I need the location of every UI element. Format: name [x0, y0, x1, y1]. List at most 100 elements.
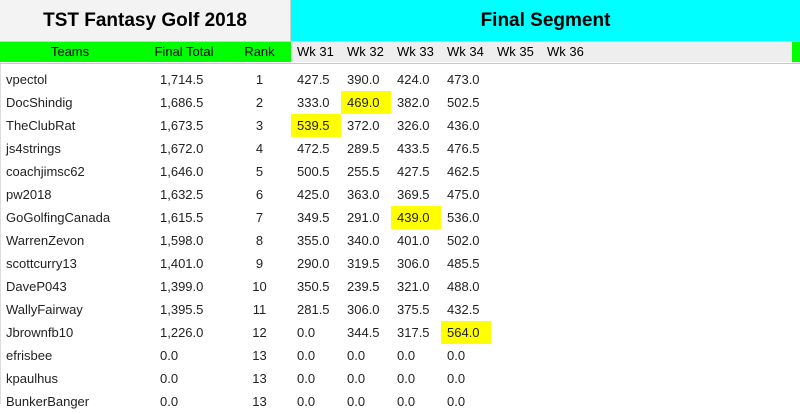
- final-total-cell[interactable]: 1,395.5: [160, 302, 204, 317]
- final-total-cell[interactable]: 1,598.0: [160, 233, 204, 248]
- week-score-cell[interactable]: 349.5: [297, 210, 330, 225]
- sheet-title[interactable]: TST Fantasy Golf 2018: [0, 0, 291, 42]
- rank-cell[interactable]: 11: [252, 302, 267, 317]
- week-score-cell[interactable]: 0.0: [347, 394, 366, 409]
- week-score-cell[interactable]: 375.5: [397, 302, 430, 317]
- week-score-cell[interactable]: 291.0: [347, 210, 380, 225]
- final-total-cell[interactable]: 1,226.0: [160, 325, 204, 340]
- final-total-cell[interactable]: 0.0: [160, 348, 179, 363]
- week-score-cell[interactable]: 333.0: [297, 95, 330, 110]
- week-score-cell[interactable]: 502.0: [447, 233, 480, 248]
- week-score-cell[interactable]: 0.0: [447, 371, 466, 386]
- team-name-cell[interactable]: scottcurry13: [6, 256, 77, 271]
- final-total-cell[interactable]: 0.0: [160, 394, 179, 409]
- team-name-cell[interactable]: DocShindig: [6, 95, 73, 110]
- team-name-cell[interactable]: coachjimsc62: [6, 164, 85, 179]
- week-score-cell[interactable]: 355.0: [297, 233, 330, 248]
- week-score-cell[interactable]: 502.5: [447, 95, 480, 110]
- week-score-cell[interactable]: 239.5: [347, 279, 380, 294]
- rank-cell[interactable]: 8: [255, 233, 264, 248]
- rank-cell[interactable]: 12: [252, 325, 267, 340]
- final-total-cell[interactable]: 1,615.5: [160, 210, 204, 225]
- header-teams[interactable]: Teams: [0, 42, 140, 62]
- rank-cell[interactable]: 3: [255, 118, 264, 133]
- rank-cell[interactable]: 4: [255, 141, 264, 156]
- team-name-cell[interactable]: vpectol: [6, 72, 48, 87]
- week-score-cell[interactable]: 390.0: [347, 72, 380, 87]
- highlighted-week-score-cell[interactable]: 539.5: [291, 114, 341, 137]
- week-score-cell[interactable]: 0.0: [447, 348, 466, 363]
- team-name-cell[interactable]: GoGolfingCanada: [6, 210, 111, 225]
- week-score-cell[interactable]: 425.0: [297, 187, 330, 202]
- week-score-cell[interactable]: 476.5: [447, 141, 480, 156]
- week-score-cell[interactable]: 0.0: [297, 325, 316, 340]
- week-score-cell[interactable]: 326.0: [397, 118, 430, 133]
- week-score-cell[interactable]: 488.0: [447, 279, 480, 294]
- rank-cell[interactable]: 6: [255, 187, 264, 202]
- final-total-cell[interactable]: 1,401.0: [160, 256, 204, 271]
- week-score-cell[interactable]: 424.0: [397, 72, 430, 87]
- team-name-cell[interactable]: WallyFairway: [6, 302, 83, 317]
- week-score-cell[interactable]: 462.5: [447, 164, 480, 179]
- week-score-cell[interactable]: 536.0: [447, 210, 480, 225]
- team-name-cell[interactable]: efrisbee: [6, 348, 53, 363]
- week-score-cell[interactable]: 290.0: [297, 256, 330, 271]
- final-total-cell[interactable]: 1,399.0: [160, 279, 204, 294]
- week-score-cell[interactable]: 0.0: [297, 371, 316, 386]
- week-score-cell[interactable]: 306.0: [397, 256, 430, 271]
- week-score-cell[interactable]: 306.0: [347, 302, 380, 317]
- rank-cell[interactable]: 10: [252, 279, 267, 294]
- week-score-cell[interactable]: 382.0: [397, 95, 430, 110]
- week-score-cell[interactable]: 344.5: [347, 325, 380, 340]
- week-score-cell[interactable]: 363.0: [347, 187, 380, 202]
- week-score-cell[interactable]: 340.0: [347, 233, 380, 248]
- week-score-cell[interactable]: 350.5: [297, 279, 330, 294]
- week-score-cell[interactable]: 281.5: [297, 302, 330, 317]
- week-score-cell[interactable]: 475.0: [447, 187, 480, 202]
- final-total-cell[interactable]: 1,646.0: [160, 164, 204, 179]
- week-score-cell[interactable]: 289.5: [347, 141, 380, 156]
- final-total-cell[interactable]: 1,686.5: [160, 95, 204, 110]
- header-wk32[interactable]: Wk 32: [341, 42, 391, 62]
- week-score-cell[interactable]: 432.5: [447, 302, 480, 317]
- highlighted-week-score-cell[interactable]: 564.0: [441, 321, 491, 344]
- week-score-cell[interactable]: 317.5: [397, 325, 430, 340]
- week-score-cell[interactable]: 319.5: [347, 256, 380, 271]
- week-score-cell[interactable]: 472.5: [297, 141, 330, 156]
- header-wk36[interactable]: Wk 36: [541, 42, 792, 62]
- week-score-cell[interactable]: 321.0: [397, 279, 430, 294]
- week-score-cell[interactable]: 433.5: [397, 141, 430, 156]
- week-score-cell[interactable]: 0.0: [297, 348, 316, 363]
- rank-cell[interactable]: 1: [255, 72, 264, 87]
- final-total-cell[interactable]: 1,672.0: [160, 141, 204, 156]
- team-name-cell[interactable]: WarrenZevon: [6, 233, 85, 248]
- highlighted-week-score-cell[interactable]: 439.0: [391, 206, 441, 229]
- week-score-cell[interactable]: 372.0: [347, 118, 380, 133]
- week-score-cell[interactable]: 0.0: [347, 371, 366, 386]
- team-name-cell[interactable]: DaveP043: [6, 279, 67, 294]
- header-final-total[interactable]: Final Total: [140, 42, 228, 62]
- segment-title[interactable]: Final Segment: [291, 0, 800, 42]
- week-score-cell[interactable]: 427.5: [397, 164, 430, 179]
- team-name-cell[interactable]: pw2018: [6, 187, 52, 202]
- header-wk33[interactable]: Wk 33: [391, 42, 441, 62]
- header-extra-column[interactable]: [792, 42, 800, 62]
- week-score-cell[interactable]: 401.0: [397, 233, 430, 248]
- header-wk31[interactable]: Wk 31: [291, 42, 341, 62]
- week-score-cell[interactable]: 473.0: [447, 72, 480, 87]
- final-total-cell[interactable]: 1,673.5: [160, 118, 204, 133]
- week-score-cell[interactable]: 485.5: [447, 256, 480, 271]
- team-name-cell[interactable]: js4strings: [6, 141, 61, 156]
- rank-cell[interactable]: 13: [252, 348, 267, 363]
- week-score-cell[interactable]: 500.5: [297, 164, 330, 179]
- week-score-cell[interactable]: 0.0: [397, 348, 416, 363]
- week-score-cell[interactable]: 0.0: [347, 348, 366, 363]
- rank-cell[interactable]: 13: [252, 371, 267, 386]
- week-score-cell[interactable]: 0.0: [447, 394, 466, 409]
- header-wk35[interactable]: Wk 35: [491, 42, 541, 62]
- team-name-cell[interactable]: BunkerBanger: [6, 394, 90, 409]
- week-score-cell[interactable]: 369.5: [397, 187, 430, 202]
- week-score-cell[interactable]: 0.0: [397, 394, 416, 409]
- rank-cell[interactable]: 13: [252, 394, 267, 409]
- week-score-cell[interactable]: 255.5: [347, 164, 380, 179]
